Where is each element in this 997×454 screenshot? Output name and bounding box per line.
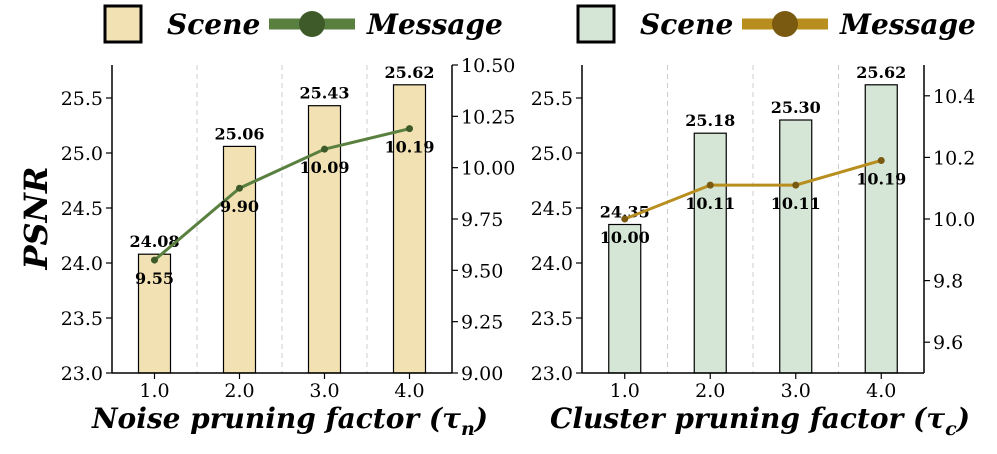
panel1-right-tick-label: 10.50 xyxy=(461,55,515,77)
panel2-right-tick-label: 10.0 xyxy=(933,209,975,231)
panel1-message-point-4 xyxy=(406,125,413,133)
panel1-bar-label-3: 25.43 xyxy=(299,84,349,103)
panel2-x-axis-title: Cluster pruning factor (τc) xyxy=(550,402,970,440)
panel1-message-label-2: 9.90 xyxy=(220,197,259,216)
panel1-legend-message-label: Message xyxy=(366,8,503,41)
panel2-message-point-3 xyxy=(792,181,800,189)
panel2-legend-message-marker xyxy=(772,11,798,37)
panel2-x-tick-label: 2.0 xyxy=(695,380,725,402)
panel1-message-label-3: 10.09 xyxy=(299,158,349,177)
panel1-bar-label-2: 25.06 xyxy=(214,124,264,143)
panel1-legend-scene-label: Scene xyxy=(167,8,260,41)
panel2-x-axis-title-subscript: c xyxy=(945,418,957,440)
y-axis-title: PSNR xyxy=(17,166,55,270)
panel2-bar-label-2: 25.18 xyxy=(685,111,735,130)
panel2-x-tick-label: 4.0 xyxy=(866,380,896,402)
panel2-left-tick-label: 24.5 xyxy=(531,198,573,220)
panel1-x-axis-title: Noise pruning factor (τn) xyxy=(91,402,488,440)
panel2-bar-4 xyxy=(864,84,898,374)
panel1-bar-2 xyxy=(222,145,257,374)
panel1-bar-1 xyxy=(137,253,172,374)
panel1-message-label-4: 10.19 xyxy=(384,138,434,157)
panel1-left-tick-label: 24.5 xyxy=(61,198,103,220)
panel2-message-label-3: 10.11 xyxy=(771,194,821,213)
panel1-legend-scene-swatch xyxy=(103,4,143,44)
panel1-left-tick-label: 25.0 xyxy=(61,143,103,165)
panel2-right-tick-label: 9.8 xyxy=(933,271,963,293)
panel1-x-axis-title-close: ) xyxy=(473,402,488,435)
panel1-right-tick-label: 9.25 xyxy=(461,312,503,334)
panel2-left-tick-label: 25.0 xyxy=(531,143,573,165)
panel1-bar-label-1: 24.08 xyxy=(129,232,179,251)
panel2-x-tick-label: 3.0 xyxy=(781,380,811,402)
panel1-x-tick-label: 4.0 xyxy=(394,380,424,402)
panel2-message-point-4 xyxy=(877,156,885,164)
panel1-right-tick-label: 10.00 xyxy=(461,158,515,180)
panel1-left-tick-label: 23.0 xyxy=(61,363,103,385)
panel2-message-label-4: 10.19 xyxy=(856,169,906,188)
panel2-bar-label-3: 25.30 xyxy=(771,98,821,117)
panel2-message-line xyxy=(624,159,882,221)
panel1-message-point-2 xyxy=(236,184,243,192)
panel2-legend: Scene Message xyxy=(576,4,976,44)
panel1-legend-message-marker xyxy=(299,11,325,37)
panel1-bar-label-4: 25.62 xyxy=(384,63,434,82)
panel1-bar-4 xyxy=(392,84,427,374)
panel1-message-point-1 xyxy=(151,256,158,264)
panel2-message-label-2: 10.11 xyxy=(685,194,735,213)
panel2-legend-message-label: Message xyxy=(839,8,976,41)
panel1-left-tick-label: 23.5 xyxy=(61,308,103,330)
panel1-message-point-3 xyxy=(321,145,328,153)
panel2-right-tick-label: 10.4 xyxy=(933,86,975,108)
panel2-bar-2 xyxy=(693,132,727,374)
panel2-legend-scene-label: Scene xyxy=(640,8,733,41)
panel1-left-tick-label: 25.5 xyxy=(61,88,103,110)
panel2-bar-label-4: 25.62 xyxy=(856,63,906,82)
panel1-right-tick-label: 10.25 xyxy=(461,106,515,128)
panel1-right-tick-label: 9.75 xyxy=(461,209,503,231)
panel1-message-line xyxy=(153,127,410,262)
panel2-right-tick-label: 10.2 xyxy=(933,147,975,169)
chart-panel-2: 24.35 25.18 25.30 25.62 10.00 10.11 10.11 10.19… xyxy=(531,4,976,440)
panel1-bar-3 xyxy=(307,105,342,374)
chart-panel-1: 24.08 25.06 25.43 25.62 9.55 9.90 10.09 10.19 23… xyxy=(61,4,515,440)
panel1-legend: Scene Message xyxy=(103,4,503,44)
panel1-x-tick-label: 3.0 xyxy=(309,380,339,402)
panel2-left-tick-label: 23.5 xyxy=(531,308,573,330)
panel2-left-tick-label: 24.0 xyxy=(531,253,573,275)
panel2-bar-label-1: 24.35 xyxy=(600,203,650,222)
panel2-bar-3 xyxy=(779,119,813,374)
panel2-message-point-2 xyxy=(706,181,714,189)
panel1-right-tick-label: 9.00 xyxy=(461,363,503,385)
panel2-legend-scene-swatch xyxy=(576,4,616,44)
panel1-right-tick-label: 9.50 xyxy=(461,260,503,282)
panel2-message-point-1 xyxy=(621,215,629,223)
panel2-x-tick-label: 1.0 xyxy=(610,380,640,402)
panel1-x-tick-label: 2.0 xyxy=(224,380,254,402)
panel1-message-label-1: 9.55 xyxy=(135,269,174,288)
panel2-x-axis-title-close: ) xyxy=(955,402,970,435)
panel2-bar-1 xyxy=(608,223,642,374)
panel2-message-label-1: 10.00 xyxy=(600,228,650,247)
panel1-x-tick-label: 1.0 xyxy=(139,380,169,402)
panel1-x-axis-title-subscript: n xyxy=(461,418,475,440)
panel2-right-tick-label: 9.6 xyxy=(933,332,963,354)
panel2-left-tick-label: 23.0 xyxy=(531,363,573,385)
panel2-left-tick-label: 25.5 xyxy=(531,88,573,110)
panel1-left-tick-label: 24.0 xyxy=(61,253,103,275)
